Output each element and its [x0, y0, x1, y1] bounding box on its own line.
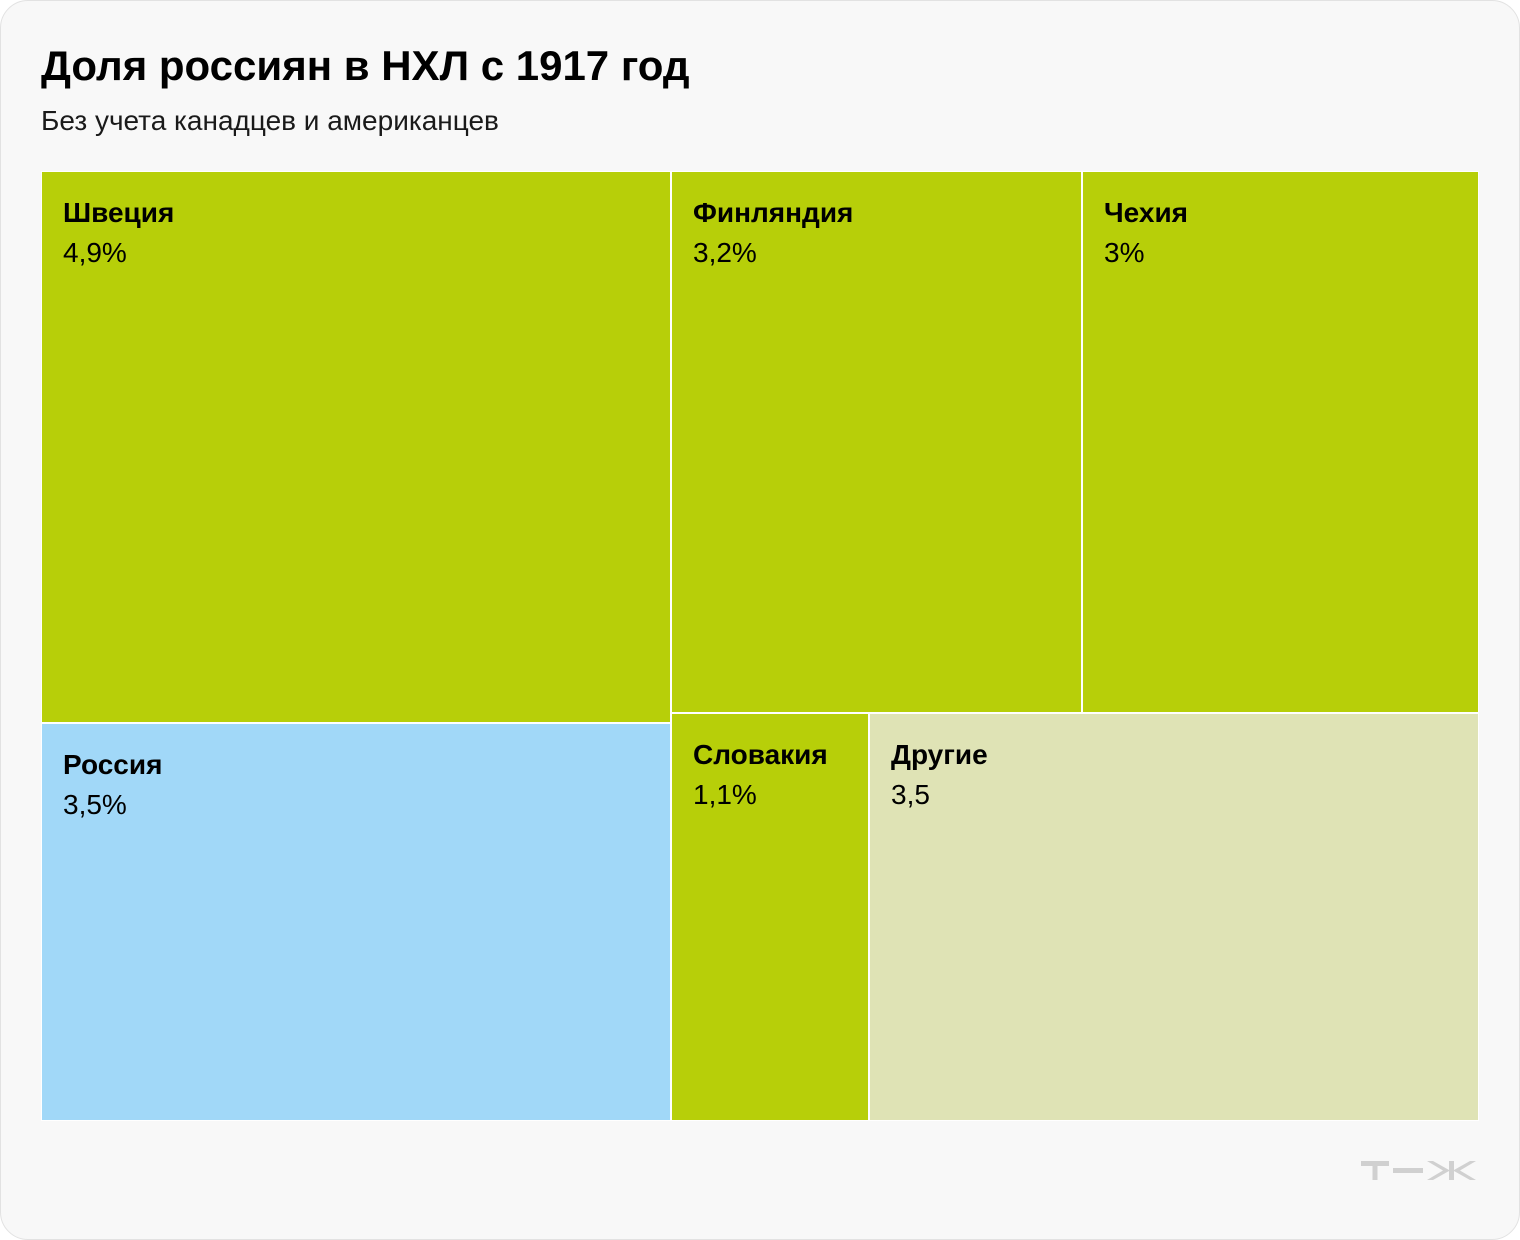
tile-label-czechia: Чехия [1104, 197, 1188, 228]
tile-czechia: Чехия 3% [1082, 171, 1479, 713]
brand-logo [1361, 1161, 1476, 1180]
tile-label-others: Другие [891, 739, 988, 770]
tile-slovakia: Словакия 1,1% [671, 713, 869, 1121]
tile-value-finland: 3,2% [693, 237, 757, 268]
tile-finland: Финляндия 3,2% [671, 171, 1082, 713]
tile-sweden: Швеция 4,9% [41, 171, 671, 723]
tile-others: Другие 3,5 [869, 713, 1479, 1121]
tile-value-sweden: 4,9% [63, 237, 127, 268]
tile-value-czechia: 3% [1104, 237, 1145, 268]
tile-label-sweden: Швеция [63, 197, 175, 228]
tile-value-slovakia: 1,1% [693, 779, 757, 810]
treemap: Швеция 4,9% Финляндия 3,2% Чехия 3% Россия 3,5%… [41, 171, 1479, 1121]
tile-value-others: 3,5 [891, 779, 930, 810]
tile-value-russia: 3,5% [63, 789, 127, 820]
chart-title: Доля россиян в НХЛ с 1917 год [41, 42, 690, 89]
tile-label-russia: Россия [63, 749, 163, 780]
tile-russia: Россия 3,5% [41, 723, 671, 1121]
chart-subtitle: Без учета канадцев и американцев [41, 105, 499, 136]
tile-label-slovakia: Словакия [693, 739, 828, 770]
tile-label-finland: Финляндия [693, 197, 854, 228]
